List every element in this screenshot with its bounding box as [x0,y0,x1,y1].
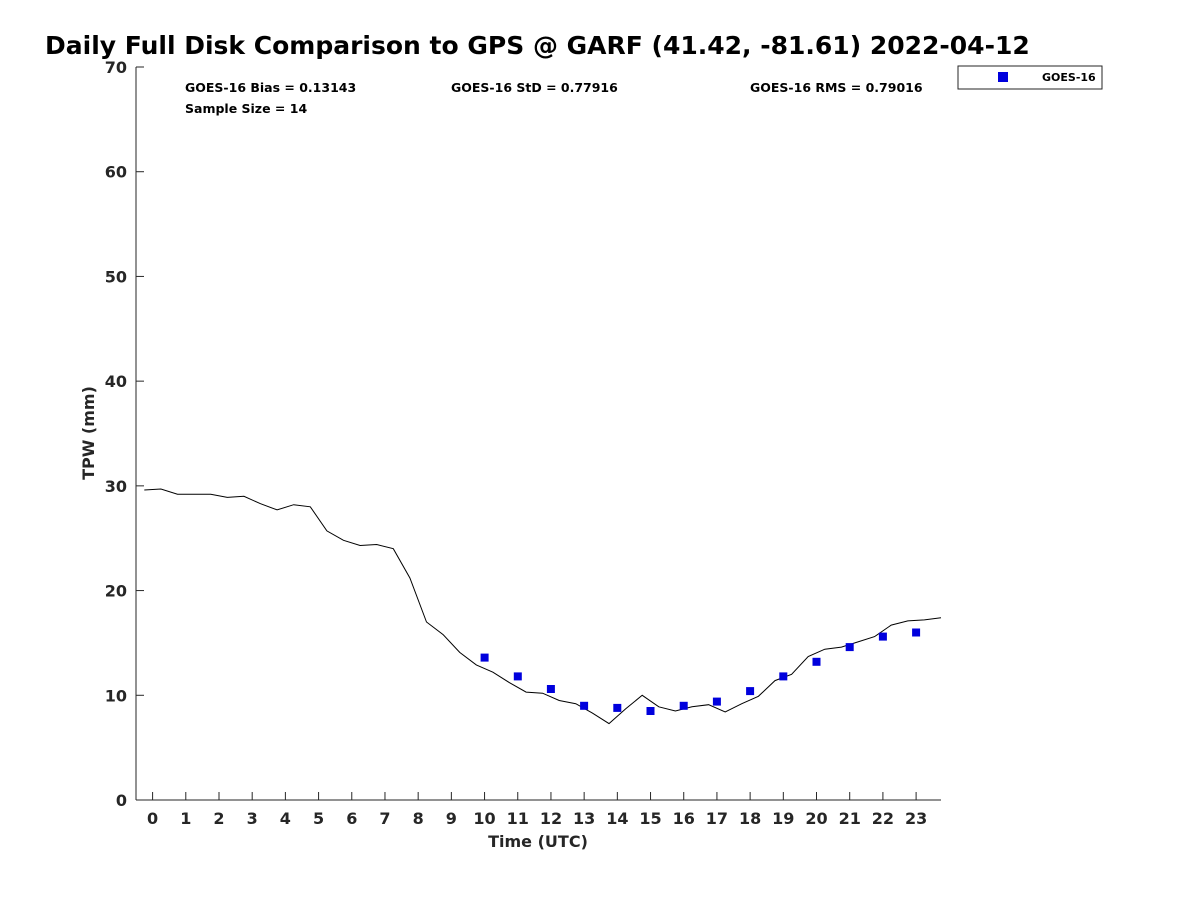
y-tick-label: 0 [116,791,127,810]
y-tick-label: 70 [105,58,127,77]
x-tick-label: 4 [280,809,291,828]
sample-size-stat: Sample Size = 14 [185,101,307,116]
y-axis-label: TPW (mm) [79,386,98,480]
legend-label-goes16: GOES-16 [1042,71,1096,84]
goes16-point [912,628,921,637]
x-tick-label: 12 [540,809,562,828]
x-tick-label: 7 [379,809,390,828]
x-tick-label: 5 [313,809,324,828]
x-tick-label: 11 [507,809,529,828]
x-tick-label: 17 [706,809,728,828]
y-tick-label: 30 [105,477,127,496]
x-tick-label: 20 [805,809,827,828]
goes16-point [779,672,788,681]
x-tick-label: 1 [180,809,191,828]
x-tick-label: 22 [872,809,894,828]
legend-marker-goes16 [998,72,1008,82]
y-tick-label: 50 [105,267,127,286]
goes16-point [613,703,622,712]
std-stat: GOES-16 StD = 0.77916 [451,80,618,95]
x-tick-label: 18 [739,809,761,828]
goes16-point [580,701,589,710]
x-tick-label: 13 [573,809,595,828]
x-tick-label: 2 [213,809,224,828]
goes16-point [546,685,555,693]
x-tick-label: 16 [673,809,695,828]
y-tick-label: 60 [105,163,127,182]
goes16-point [812,657,821,666]
x-tick-label: 19 [772,809,794,828]
goes16-point [679,701,688,710]
x-axis-label: Time (UTC) [488,832,588,851]
x-tick-label: 6 [346,809,357,828]
rms-stat: GOES-16 RMS = 0.79016 [750,80,923,95]
x-tick-label: 3 [247,809,258,828]
legend-box [957,65,1103,90]
gps-tpw-line [144,488,942,725]
x-tick-label: 15 [639,809,661,828]
y-tick-label: 10 [105,686,127,705]
goes16-point [845,643,854,652]
y-tick-label: 20 [105,582,127,601]
bias-stat: GOES-16 Bias = 0.13143 [185,80,356,95]
x-tick-label: 8 [413,809,424,828]
x-tick-label: 0 [147,809,158,828]
x-tick-label: 21 [839,809,861,828]
x-tick-label: 14 [606,809,628,828]
gps-line-series [144,488,942,725]
goes16-point [746,687,755,696]
x-tick-label: 23 [905,809,927,828]
chart-title: Daily Full Disk Comparison to GPS @ GARF… [45,31,1030,60]
x-tick-label: 9 [446,809,457,828]
x-tick-label: 10 [473,809,495,828]
goes16-point [878,632,887,641]
y-tick-label: 40 [105,372,127,391]
goes16-point [513,672,522,681]
legend: GOES-16 [957,65,1103,90]
goes16-scatter-series [480,628,921,715]
goes16-point [646,707,655,715]
goes16-point [480,653,489,662]
goes16-point [712,697,721,706]
